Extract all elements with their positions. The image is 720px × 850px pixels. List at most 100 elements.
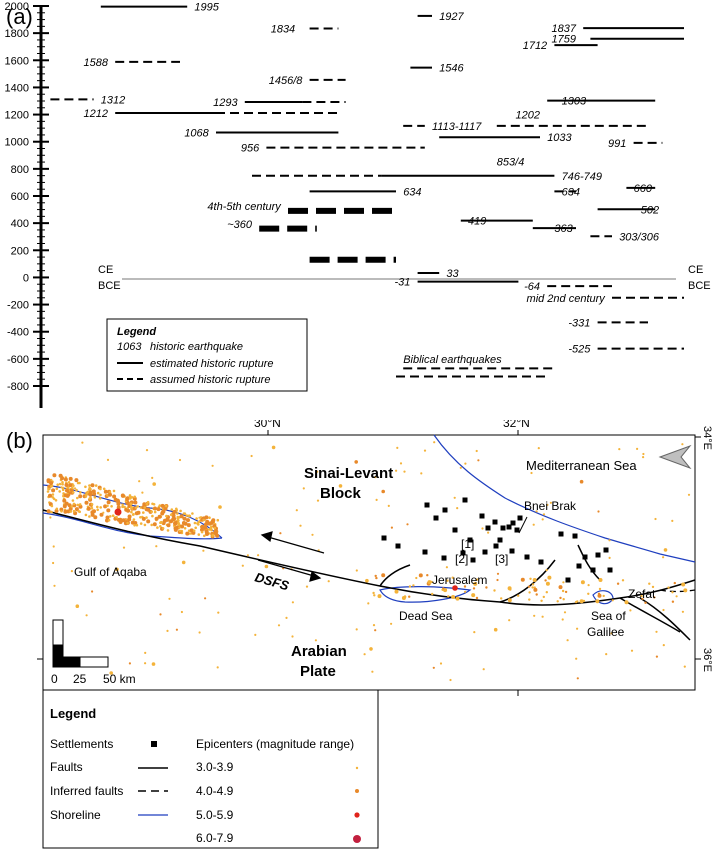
earthquake-label: 1588 <box>84 57 109 69</box>
epicenter-dot <box>681 443 684 446</box>
epicenter-dot <box>110 505 113 508</box>
epicenter-dot <box>72 491 75 494</box>
epicenter-dot <box>88 492 93 497</box>
epicenter-dot <box>566 639 569 642</box>
epicenter-dot <box>89 487 92 491</box>
epicenter-dot <box>180 610 183 614</box>
epicenter-dot <box>121 505 124 509</box>
epicenter-dot <box>105 518 109 523</box>
epicenter-dot <box>257 554 260 557</box>
epicenter-dot <box>403 595 407 598</box>
settlement-marker <box>509 548 515 554</box>
settlement-marker <box>467 537 473 543</box>
epicenter-dot <box>598 578 603 582</box>
epicenter-dot <box>133 500 138 505</box>
epicenter-dot <box>134 511 139 516</box>
settlement-marker <box>482 549 488 555</box>
settlement-marker <box>479 513 485 519</box>
epicenter-dot <box>338 484 343 488</box>
epicenter-dot <box>355 569 358 572</box>
inferred-fault <box>659 589 696 593</box>
y-tick-label: 400 <box>11 218 29 230</box>
epicenter-dot <box>151 502 154 506</box>
epicenter-dot <box>182 516 187 521</box>
scale-label-50: 50 km <box>103 672 136 686</box>
epicenter-dot <box>162 518 167 523</box>
epicenter-dot <box>541 518 544 521</box>
epicenter-dot <box>377 594 382 599</box>
settlement-marker <box>565 577 571 583</box>
epicenter-dot <box>84 513 88 517</box>
epicenter-dot <box>369 647 373 651</box>
epicenter-dot <box>423 449 427 452</box>
epicenter-dot <box>216 518 220 522</box>
epicenter-dot <box>99 493 102 497</box>
epicenter-dot <box>667 586 670 589</box>
epicenter-dot <box>67 481 71 484</box>
earthquake-label: 991 <box>608 138 626 150</box>
epicenter-dot <box>126 521 129 525</box>
epicenter-dot <box>49 481 54 486</box>
epicenter-dot <box>60 486 63 489</box>
epicenter-dot <box>88 484 91 487</box>
epicenter-dot <box>152 482 156 486</box>
epicenter-dot <box>139 522 143 525</box>
epicenter-dot <box>456 507 459 510</box>
epicenter-dot <box>475 578 479 581</box>
earthquake-label: 1712 <box>523 40 547 52</box>
epicenter-dot <box>418 573 423 578</box>
epicenter-dot <box>496 572 500 575</box>
epicenter-dot <box>84 495 88 498</box>
epicenter-dot <box>132 513 135 516</box>
epicenter-dot <box>285 616 288 619</box>
epicenter-dot <box>681 610 685 613</box>
scale-bar <box>52 619 109 668</box>
epicenter-dot <box>51 488 56 493</box>
epicenter-dot <box>56 483 59 486</box>
epicenter-dot <box>561 589 565 593</box>
epicenter-dot <box>125 497 130 501</box>
epicenter-dot <box>396 446 399 449</box>
epicenter-dot <box>451 595 456 599</box>
epicenter-dot <box>63 509 68 514</box>
epicenter-dot <box>375 576 378 580</box>
epicenter-dot <box>579 599 584 604</box>
epicenter-dot <box>122 546 126 549</box>
epicenter-dot <box>597 593 602 598</box>
epicenter-dot <box>106 504 109 508</box>
epicenter-dot <box>653 596 656 599</box>
lat-label-32: 32°N <box>503 420 530 430</box>
epicenter-dot <box>327 580 330 583</box>
epicenter-dot <box>85 614 88 617</box>
earthquake-label: 33 <box>446 268 459 280</box>
epicenter-dot <box>72 509 76 513</box>
epicenter-dot <box>98 497 102 500</box>
epicenter-dot <box>153 510 157 514</box>
epicenter-dot <box>196 522 199 525</box>
epicenter-dot <box>671 591 674 594</box>
epicenter-dot <box>210 519 215 524</box>
epicenter-dot <box>624 600 629 605</box>
fault-branch-3 <box>639 597 691 641</box>
earthquake-label: 956 <box>241 143 260 155</box>
epicenter-dot <box>74 478 79 483</box>
epicenter-dot <box>159 613 162 616</box>
timeline-legend-key-text: historic earthquake <box>150 341 243 353</box>
epicenter-dot <box>459 466 462 469</box>
epicenter-dot <box>185 514 189 517</box>
y-tick-label: -600 <box>7 354 29 366</box>
epicenter-dot <box>475 596 479 600</box>
settlement-marker <box>517 515 523 521</box>
settlement-marker <box>582 554 588 560</box>
epicenter-dot <box>65 493 70 498</box>
epicenter-dot <box>608 556 611 559</box>
earthquake-label: 634 <box>562 186 580 198</box>
epicenter-dot <box>90 483 95 488</box>
epicenter-dot <box>141 516 146 521</box>
epicenter-dot <box>164 504 168 508</box>
epicenter-dot <box>179 514 184 519</box>
epicenter-dot <box>374 476 377 479</box>
epicenter-dot <box>482 668 485 671</box>
epicenter-dot <box>96 508 99 512</box>
ce-label-left: CE <box>98 264 113 276</box>
